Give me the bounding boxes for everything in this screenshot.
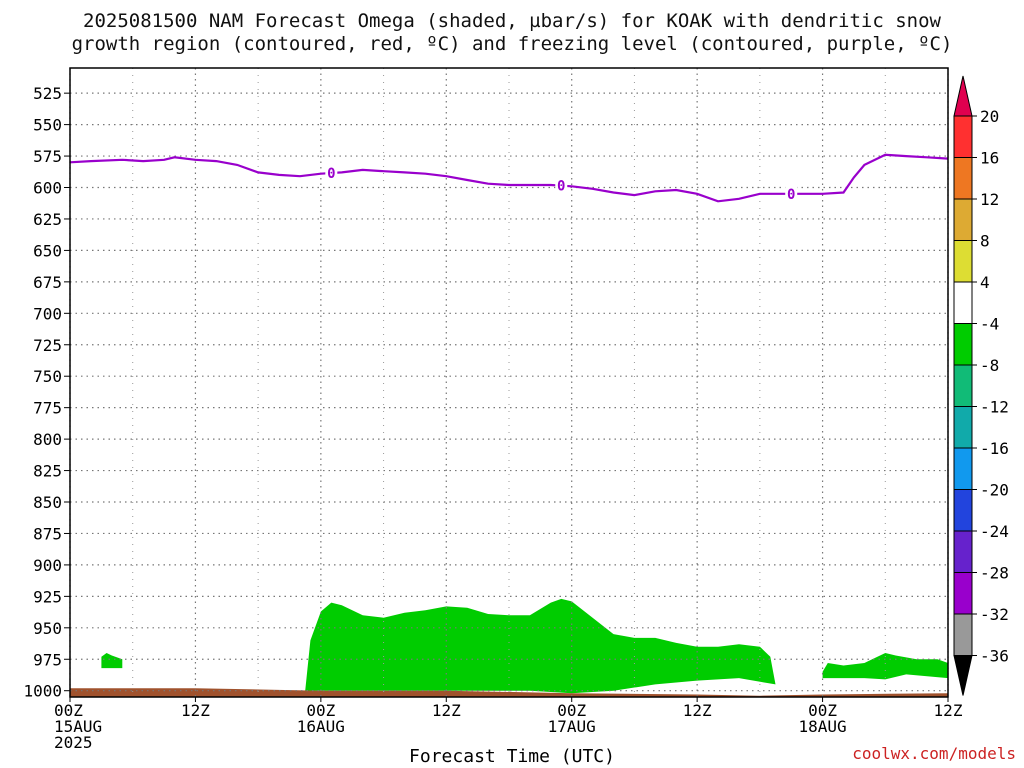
x-tick-label: 2025 — [54, 733, 93, 752]
omega-region-0 — [305, 598, 776, 694]
colorbar-segment — [953, 240, 973, 283]
x-tick-label: 17AUG — [548, 717, 596, 736]
chart-title-line1: 2025081500 NAM Forecast Omega (shaded, µ… — [83, 10, 941, 32]
y-tick-label: 700 — [33, 304, 62, 323]
freezing-level-label: 0 — [557, 179, 565, 195]
y-tick-label: 1000 — [23, 682, 62, 701]
colorbar-segment — [953, 447, 973, 490]
y-tick-label: 950 — [33, 619, 62, 638]
colorbar-label: -28 — [980, 564, 1009, 583]
y-tick-label: 850 — [33, 493, 62, 512]
x-tick-label: 00Z — [557, 701, 586, 720]
x-tick-label: 12Z — [432, 701, 461, 720]
y-tick-label: 725 — [33, 336, 62, 355]
x-tick-label: 00Z — [808, 701, 837, 720]
colorbar-label: 12 — [980, 190, 999, 209]
y-tick-label: 550 — [33, 116, 62, 135]
freezing-level-label-bg — [785, 185, 798, 202]
colorbar-label: -32 — [980, 605, 1009, 624]
y-tick-label: 650 — [33, 241, 62, 260]
colorbar-label: 20 — [980, 107, 999, 126]
colorbar-segment — [953, 323, 973, 366]
x-tick-label: 12Z — [683, 701, 712, 720]
colorbar-label: -20 — [980, 481, 1009, 500]
freezing-level-label-bg — [555, 177, 568, 194]
x-tick-label: 00Z — [54, 701, 83, 720]
y-tick-label: 975 — [33, 650, 62, 669]
colorbar-segment — [953, 572, 973, 615]
colorbar-segment — [953, 530, 973, 573]
x-tick-label: 12Z — [934, 701, 963, 720]
colorbar-label: -36 — [980, 647, 1009, 666]
y-tick-label: 625 — [33, 210, 62, 229]
freezing-level-label: 0 — [787, 187, 795, 203]
colorbar-label: -16 — [980, 439, 1009, 458]
colorbar-segment — [953, 198, 973, 241]
y-tick-label: 575 — [33, 147, 62, 166]
colorbar-segment — [953, 157, 973, 200]
x-tick-label: 00Z — [306, 701, 335, 720]
x-axis-title: Forecast Time (UTC) — [409, 746, 615, 767]
colorbar-label: 4 — [980, 273, 990, 292]
colorbar-segment — [953, 364, 973, 407]
y-tick-label: 750 — [33, 367, 62, 386]
y-tick-label: 800 — [33, 430, 62, 449]
x-tick-label: 18AUG — [798, 717, 846, 736]
freezing-level-label: 0 — [327, 166, 335, 182]
surface-ground — [70, 688, 948, 697]
x-tick-label: 12Z — [181, 701, 210, 720]
x-tick-label: 16AUG — [297, 717, 345, 736]
x-tick-label: 15AUG — [54, 717, 102, 736]
y-tick-label: 600 — [33, 179, 62, 198]
y-tick-label: 525 — [33, 84, 62, 103]
colorbar-segment — [953, 489, 973, 532]
freezing-level-line — [69, 153, 949, 203]
colorbar-label: -24 — [980, 522, 1009, 541]
y-tick-label: 925 — [33, 587, 62, 606]
colorbar-label: -8 — [980, 356, 999, 375]
colorbar-label: 16 — [980, 149, 999, 168]
colorbar-bottom-arrow — [953, 655, 973, 696]
plot-frame — [69, 67, 949, 698]
colorbar-segment — [953, 406, 973, 449]
colorbar-label: 8 — [980, 232, 990, 251]
y-tick-label: 900 — [33, 556, 62, 575]
colorbar-segment — [953, 613, 973, 656]
freezing-level-label-bg — [325, 165, 338, 182]
y-tick-label: 825 — [33, 462, 62, 481]
omega-region-2 — [822, 653, 948, 680]
plot-area — [70, 68, 948, 697]
colorbar-segment — [953, 115, 973, 158]
omega-region-1 — [101, 653, 123, 669]
colorbar-label: -12 — [980, 398, 1009, 417]
credit-text: coolwx.com/models — [852, 744, 1016, 763]
colorbar-top-arrow — [953, 75, 973, 117]
chart-title-line2: growth region (contoured, red, ºC) and f… — [71, 33, 953, 55]
colorbar-segment — [953, 281, 973, 324]
y-tick-label: 875 — [33, 524, 62, 543]
y-tick-label: 775 — [33, 399, 62, 418]
y-tick-label: 675 — [33, 273, 62, 292]
colorbar-label: -4 — [980, 315, 999, 334]
